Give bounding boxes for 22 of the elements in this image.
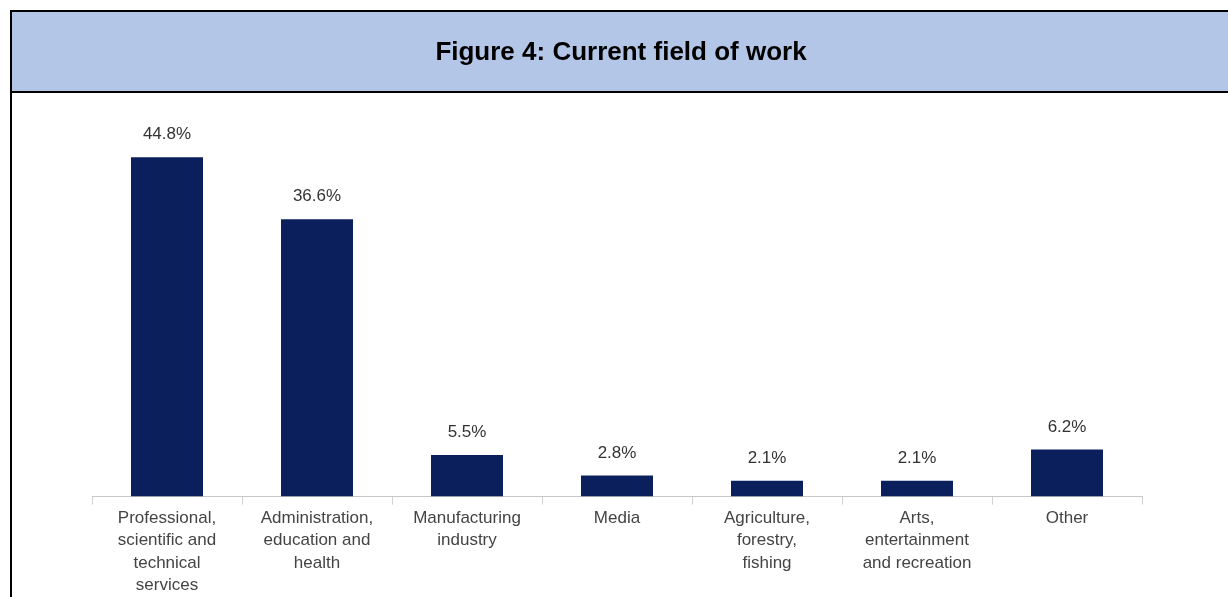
bar	[881, 480, 953, 497]
x-tick-label: Manufacturing industry	[413, 508, 521, 550]
bar	[131, 157, 203, 497]
data-label: 2.1%	[897, 447, 937, 467]
x-tick-label: Administration, education and health	[260, 508, 374, 572]
data-label: 5.5%	[447, 422, 487, 442]
data-label: 6.2%	[1047, 416, 1087, 436]
bar	[731, 480, 803, 497]
chart-title: Figure 4: Current field of work	[12, 12, 1228, 93]
x-tick-label: Other	[1045, 508, 1089, 528]
data-label: 36.6%	[292, 186, 342, 206]
data-label: 2.1%	[747, 447, 787, 467]
x-tick-label: Professional, scientific and technical services	[117, 508, 217, 594]
bar	[431, 454, 503, 497]
data-label: 44.8%	[142, 124, 192, 144]
x-tick-label: Arts, entertainment and recreation	[862, 508, 972, 572]
x-tick-label: Agriculture, forestry, fishing	[724, 508, 810, 572]
bar	[281, 219, 353, 497]
x-tick-label: Media	[593, 508, 641, 528]
bar	[1031, 449, 1103, 497]
data-label: 2.8%	[597, 442, 637, 462]
bar	[581, 475, 653, 497]
